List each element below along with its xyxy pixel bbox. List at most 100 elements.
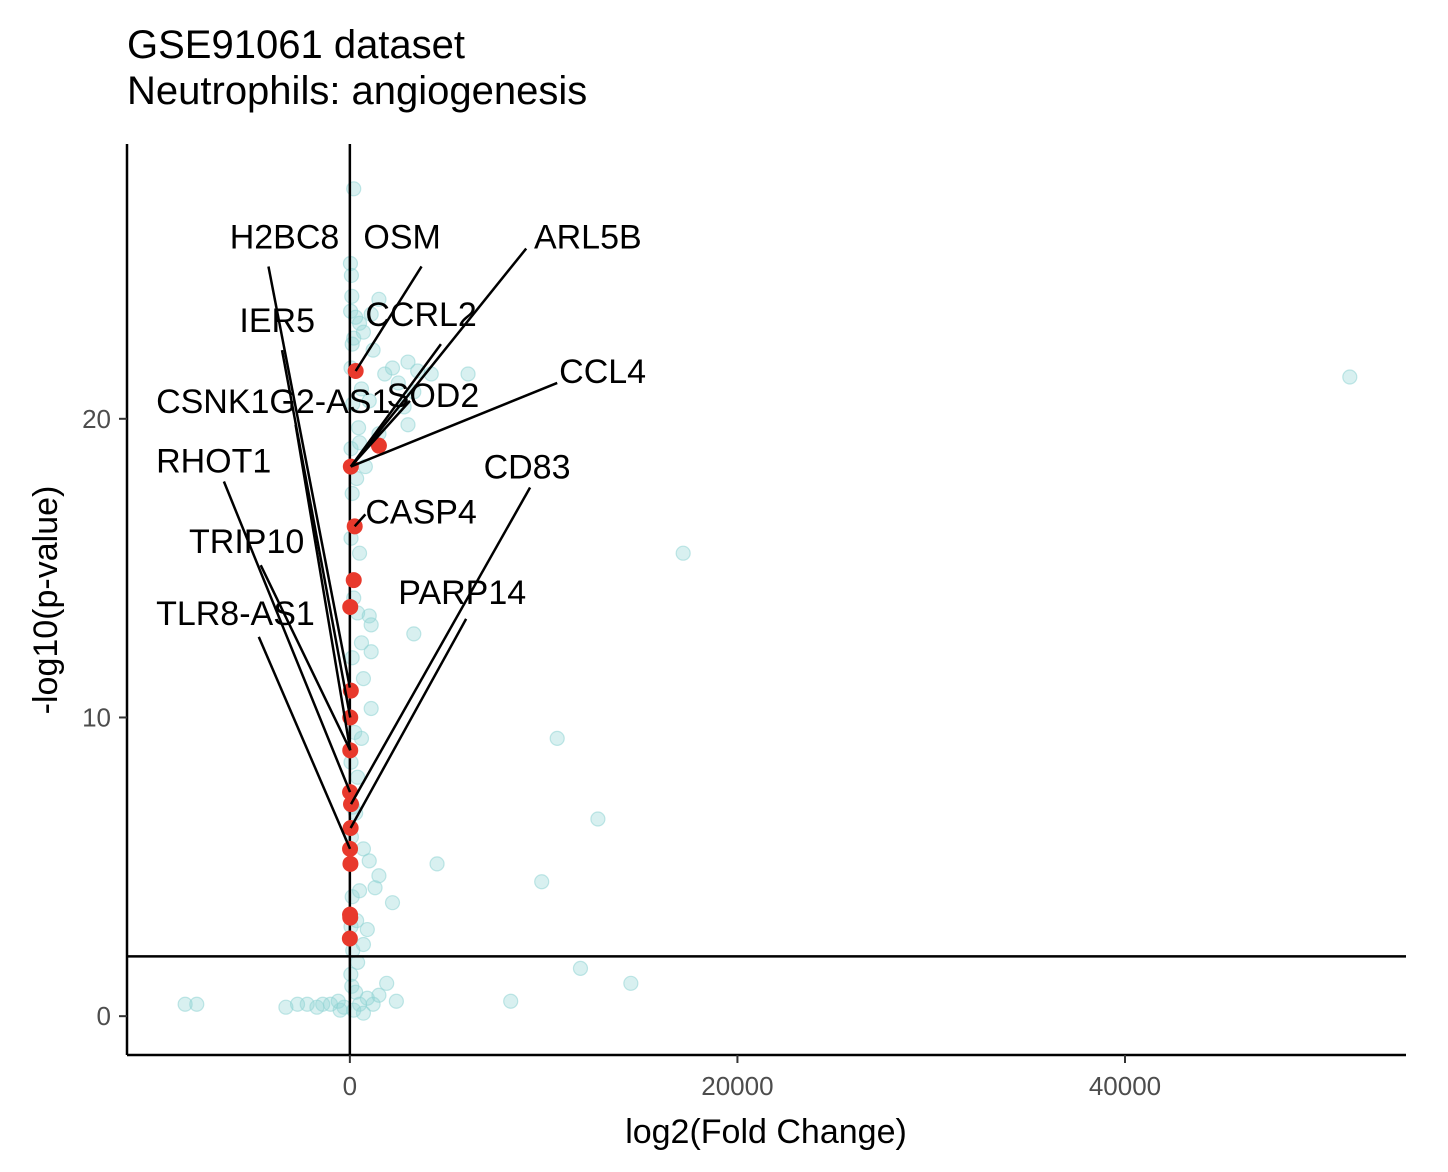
background-point xyxy=(350,420,367,436)
background-point xyxy=(351,435,368,451)
annotation-leader-line xyxy=(353,513,367,528)
annotation-leader-line xyxy=(349,343,442,468)
annotation-leader-line xyxy=(349,486,532,805)
background-point xyxy=(363,644,379,660)
background-point xyxy=(361,608,377,624)
background-point xyxy=(189,996,205,1012)
annotation-leader-line xyxy=(257,636,352,850)
background-point xyxy=(390,375,406,391)
highlight-point xyxy=(342,909,359,926)
background-point xyxy=(400,354,416,370)
background-point xyxy=(429,856,445,872)
background-point xyxy=(371,291,387,307)
background-point xyxy=(351,883,368,899)
background-point xyxy=(361,393,377,409)
background-point xyxy=(377,366,393,382)
reference-lines xyxy=(127,144,1406,1055)
highlight-point xyxy=(345,572,362,589)
annotation-leader-line xyxy=(349,618,468,829)
gene-label: IER5 xyxy=(239,302,315,340)
background-point xyxy=(299,996,315,1012)
y-tick-label: 0 xyxy=(97,1001,111,1031)
plot-title: GSE91061 dataset Neutrophils: angiogenes… xyxy=(127,22,587,114)
annotation-leader-line xyxy=(350,381,558,468)
chart-title: GSE91061 dataset xyxy=(127,23,466,67)
gene-label: CSNK1G2-AS1 xyxy=(156,383,390,421)
background-point xyxy=(371,987,387,1003)
background-point xyxy=(623,975,639,991)
x-tick-label: 40000 xyxy=(1089,1071,1161,1101)
background-point xyxy=(361,853,377,869)
background-point xyxy=(344,485,360,502)
annotation-leader-line xyxy=(349,247,528,468)
background-point xyxy=(355,936,372,953)
highlight-point xyxy=(342,855,359,872)
background-point xyxy=(353,635,370,651)
gene-label: H2BC8 xyxy=(230,219,340,257)
annotation-leader-line xyxy=(294,424,352,751)
background-point xyxy=(315,996,331,1012)
background-point xyxy=(384,895,401,911)
y-axis-title: -log10(p-value) xyxy=(27,486,65,715)
background-point xyxy=(177,996,193,1012)
y-tick-label: 20 xyxy=(82,404,111,434)
background-point xyxy=(344,650,360,666)
highlight-point xyxy=(342,598,359,615)
annotation-leader-line xyxy=(349,400,411,468)
background-point xyxy=(355,671,372,687)
background-point xyxy=(1342,369,1358,385)
gene-label: TLR8-AS1 xyxy=(156,595,315,633)
gene-label: CCL4 xyxy=(559,353,646,391)
background-point xyxy=(353,381,370,397)
annotation-leader-line xyxy=(267,266,352,688)
background-point xyxy=(355,1005,372,1021)
background-point xyxy=(330,993,346,1009)
background-point xyxy=(384,360,401,376)
background-point xyxy=(503,993,519,1009)
axes: 0 20000 40000 0 10 20 xyxy=(82,144,1406,1101)
background-point xyxy=(343,267,360,284)
background-point xyxy=(344,288,360,304)
gene-label: ARL5B xyxy=(534,219,642,257)
gene-label: CD83 xyxy=(484,449,571,487)
gene-label: CASP4 xyxy=(365,493,477,531)
background-point xyxy=(388,993,404,1009)
gene-annotations: H2BC8 OSM ARL5B IER5 CCRL2 CCL4 SOD2CSNK1G2-AS… xyxy=(156,219,646,850)
gene-label: RHOT1 xyxy=(156,443,271,481)
gene-label: OSM xyxy=(363,219,440,257)
background-point xyxy=(406,626,422,642)
gene-label: CCRL2 xyxy=(365,296,476,334)
annotation-leader-line xyxy=(222,481,352,793)
y-tick-label: 10 xyxy=(82,702,111,732)
background-point xyxy=(367,880,383,896)
background-point xyxy=(351,315,368,331)
background-point xyxy=(278,999,294,1015)
gene-label: PARP14 xyxy=(398,574,526,612)
gene-label: TRIP10 xyxy=(189,523,304,561)
x-tick-label: 0 xyxy=(343,1071,357,1101)
gene-label: SOD2 xyxy=(387,377,480,415)
background-point xyxy=(344,336,360,352)
background-point xyxy=(363,306,379,322)
highlight-point xyxy=(370,437,387,454)
background-point xyxy=(371,868,387,884)
background-point xyxy=(351,545,368,561)
background-point xyxy=(332,1002,348,1018)
background-point xyxy=(363,700,379,717)
background-point xyxy=(365,996,381,1012)
chart-subtitle: Neutrophils: angiogenesis xyxy=(127,69,588,113)
background-point xyxy=(344,978,360,994)
background-point xyxy=(379,975,395,991)
annotation-leader-line xyxy=(259,564,352,751)
annotation-leader-line xyxy=(354,265,423,372)
background-point xyxy=(460,366,476,382)
background-point xyxy=(359,921,375,938)
background-point xyxy=(363,617,379,633)
background-point xyxy=(534,874,550,890)
background-point xyxy=(400,417,416,433)
x-tick-label: 20000 xyxy=(701,1071,773,1101)
background-point xyxy=(675,545,691,561)
background-point xyxy=(549,730,565,746)
x-axis-title: log2(Fold Change) xyxy=(625,1113,907,1151)
